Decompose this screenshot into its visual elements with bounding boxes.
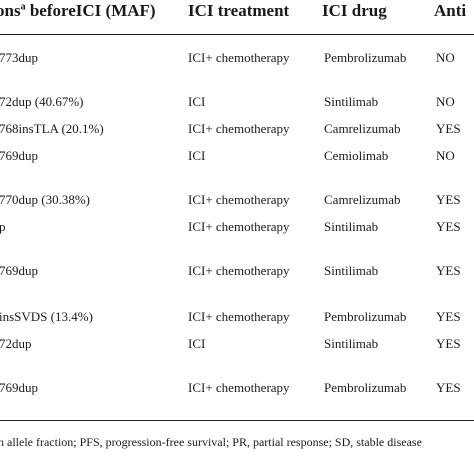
row-2-mutation: 72dup (40.67%) xyxy=(0,94,84,109)
row-3-drug: Camrelizumab xyxy=(324,121,401,136)
table-bottom-rule xyxy=(0,420,474,421)
row-2-anti: NO xyxy=(436,94,455,109)
header-ici-treatment: ICI treatment xyxy=(188,1,290,20)
row-4-mutation: 769dup xyxy=(0,148,38,163)
row-8-drug: Pembrolizumab xyxy=(324,309,407,324)
header-anti: Anti xyxy=(434,1,467,20)
row-4-anti: NO xyxy=(436,148,455,163)
row-8-anti: YES xyxy=(436,309,461,324)
row-9-drug: Sintilimab xyxy=(324,336,379,351)
row-3-treatment: ICI+ chemotherapy xyxy=(188,121,290,136)
header-ici-drug: ICI drug xyxy=(322,1,387,20)
header-mutation-suffix: beforeICI (MAF) xyxy=(25,1,156,20)
row-3-anti: YES xyxy=(436,121,461,136)
row-7-drug: Sintilimab xyxy=(324,263,379,278)
row-8-mutation: insSVDS (13.4%) xyxy=(0,309,93,324)
row-6-mutation: p xyxy=(0,219,6,234)
row-9-anti: YES xyxy=(436,336,461,351)
row-1-treatment: ICI+ chemotherapy xyxy=(188,50,290,65)
row-5-treatment: ICI+ chemotherapy xyxy=(188,192,290,207)
row-10-mutation: 769dup xyxy=(0,380,38,395)
row-1-drug: Pembrolizumab xyxy=(324,50,407,65)
row-1-mutation: 773dup xyxy=(0,50,38,65)
row-8-treatment: ICI+ chemotherapy xyxy=(188,309,290,324)
header-rule xyxy=(0,34,474,35)
table-footnote: on allele fraction; PFS, progression-fre… xyxy=(0,435,422,449)
row-10-drug: Pembrolizumab xyxy=(324,380,407,395)
row-4-treatment: ICI xyxy=(188,148,206,163)
row-10-anti: YES xyxy=(436,380,461,395)
row-7-anti: YES xyxy=(436,263,461,278)
row-7-treatment: ICI+ chemotherapy xyxy=(188,263,290,278)
header-mutation-footnote-mark: a xyxy=(20,1,26,13)
row-6-drug: Sintilimab xyxy=(324,219,379,234)
row-5-drug: Camrelizumab xyxy=(324,192,401,207)
row-7-mutation: 769dup xyxy=(0,263,38,278)
row-4-drug: Cemiolimab xyxy=(324,148,389,163)
row-6-treatment: ICI+ chemotherapy xyxy=(188,219,290,234)
row-5-mutation: 770dup (30.38%) xyxy=(0,192,90,207)
row-5-anti: YES xyxy=(436,192,461,207)
row-6-anti: YES xyxy=(436,219,461,234)
row-2-drug: Sintilimab xyxy=(324,94,379,109)
row-1-anti: NO xyxy=(436,50,455,65)
header-mutation: onsa beforeICI (MAF) xyxy=(0,1,156,21)
row-3-mutation: 768insTLA (20.1%) xyxy=(0,121,104,136)
row-10-treatment: ICI+ chemotherapy xyxy=(188,380,290,395)
header-mutation-prefix: ons xyxy=(0,1,21,20)
row-2-treatment: ICI xyxy=(188,94,206,109)
row-9-treatment: ICI xyxy=(188,336,206,351)
row-9-mutation: 72dup xyxy=(0,336,32,351)
